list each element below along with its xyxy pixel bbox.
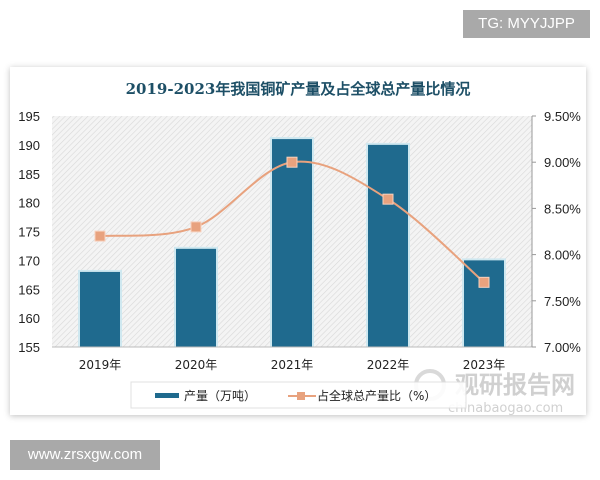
legend: 产量（万吨） 占全球总产量比（%） xyxy=(130,381,467,409)
y-left-tick-label: 195 xyxy=(18,109,40,124)
legend-label-bar: 产量（万吨） xyxy=(184,389,256,403)
y-right-tick-label: 9.50% xyxy=(544,109,581,124)
y-left-tick-label: 175 xyxy=(18,225,40,240)
line-marker xyxy=(190,221,202,233)
y-right-tick-label: 8.00% xyxy=(544,248,581,263)
watermark-logo: 观研报告网 chinabaogao.com xyxy=(414,369,575,416)
bar xyxy=(176,248,216,347)
x-tick-label: 2020年 xyxy=(175,358,218,372)
chart-title: 2019-2023年我国铜矿产量及占全球总产量比情况 xyxy=(126,80,471,98)
tg-badge: TG: MYYJJPP xyxy=(463,10,590,38)
y-right-tick-label: 7.50% xyxy=(544,294,581,309)
svg-text:chinabaogao.com: chinabaogao.com xyxy=(448,401,563,416)
svg-text:观研报告网: 观研报告网 xyxy=(455,371,575,399)
y-right-tick-label: 9.00% xyxy=(544,155,581,170)
y-left-tick-label: 180 xyxy=(18,196,40,211)
y-right-tick-label: 8.50% xyxy=(544,201,581,216)
bar xyxy=(368,144,408,347)
bar xyxy=(272,139,312,347)
y-left-tick-label: 170 xyxy=(18,253,40,268)
legend-label-line: 占全球总产量比（%） xyxy=(317,388,436,403)
y-left-tick-label: 155 xyxy=(18,340,40,355)
x-tick-label: 2019年 xyxy=(79,358,122,372)
y-left-tick-label: 190 xyxy=(18,138,40,153)
line-marker xyxy=(94,230,106,242)
x-tick-label: 2021年 xyxy=(271,358,314,372)
line-marker xyxy=(478,276,490,288)
line-marker xyxy=(382,193,394,205)
bar xyxy=(464,260,504,347)
bar xyxy=(80,271,120,347)
y-left-tick-label: 160 xyxy=(18,311,40,326)
line-marker xyxy=(286,156,298,168)
x-tick-label: 2022年 xyxy=(367,358,410,372)
x-tick-label: 2023年 xyxy=(463,358,506,372)
website-badge: www.zrsxgw.com xyxy=(10,440,160,470)
y-left-tick-label: 185 xyxy=(18,167,40,182)
y-right-tick-label: 7.00% xyxy=(544,340,581,355)
legend-swatch-bar xyxy=(155,393,179,398)
y-left-tick-label: 165 xyxy=(18,282,40,297)
